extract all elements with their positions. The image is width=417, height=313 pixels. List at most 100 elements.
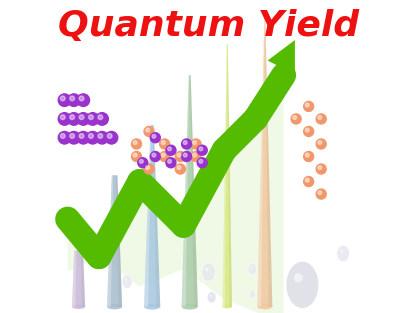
Circle shape <box>79 96 84 101</box>
Circle shape <box>77 113 90 125</box>
Circle shape <box>168 159 171 163</box>
Circle shape <box>316 164 326 174</box>
Ellipse shape <box>144 304 160 310</box>
Circle shape <box>88 115 93 120</box>
Circle shape <box>181 151 191 162</box>
Circle shape <box>70 115 75 120</box>
Ellipse shape <box>209 295 212 297</box>
Circle shape <box>160 139 170 149</box>
Circle shape <box>304 101 314 111</box>
Circle shape <box>68 131 80 144</box>
Circle shape <box>88 134 93 138</box>
Polygon shape <box>116 175 122 307</box>
Circle shape <box>316 189 326 199</box>
Polygon shape <box>223 44 227 307</box>
Circle shape <box>86 131 99 144</box>
Circle shape <box>199 159 203 163</box>
Circle shape <box>305 178 309 182</box>
Circle shape <box>86 113 99 125</box>
Circle shape <box>58 94 71 106</box>
Ellipse shape <box>201 263 216 282</box>
Polygon shape <box>144 125 160 307</box>
Polygon shape <box>183 150 224 299</box>
Circle shape <box>133 153 137 157</box>
Circle shape <box>146 166 150 170</box>
Circle shape <box>304 151 314 162</box>
Ellipse shape <box>207 292 216 303</box>
Circle shape <box>161 153 165 157</box>
Circle shape <box>305 153 309 157</box>
Circle shape <box>60 115 65 120</box>
Text: Quantum Yield: Quantum Yield <box>58 9 359 44</box>
Polygon shape <box>107 175 113 307</box>
Ellipse shape <box>205 268 208 271</box>
Circle shape <box>316 114 326 124</box>
Circle shape <box>58 131 71 144</box>
Polygon shape <box>144 125 151 307</box>
Circle shape <box>304 177 314 187</box>
Polygon shape <box>257 13 272 307</box>
Circle shape <box>133 141 137 145</box>
Polygon shape <box>181 75 189 307</box>
Circle shape <box>150 133 160 143</box>
Circle shape <box>191 139 201 149</box>
Circle shape <box>183 141 187 145</box>
Ellipse shape <box>294 273 303 282</box>
Ellipse shape <box>181 304 198 310</box>
Circle shape <box>293 115 296 120</box>
Polygon shape <box>265 13 272 307</box>
Circle shape <box>96 131 108 144</box>
Ellipse shape <box>122 275 132 289</box>
Circle shape <box>131 151 141 162</box>
Circle shape <box>291 114 301 124</box>
Circle shape <box>107 134 112 138</box>
Circle shape <box>305 103 309 107</box>
Polygon shape <box>99 182 140 287</box>
Circle shape <box>60 134 65 138</box>
Circle shape <box>316 139 326 149</box>
Circle shape <box>197 145 207 155</box>
Circle shape <box>60 96 65 101</box>
Ellipse shape <box>223 305 232 308</box>
Polygon shape <box>107 175 122 307</box>
Circle shape <box>305 128 309 132</box>
Polygon shape <box>223 44 232 307</box>
Circle shape <box>70 96 75 101</box>
Circle shape <box>77 94 90 106</box>
Polygon shape <box>81 250 85 307</box>
Circle shape <box>98 115 103 120</box>
Ellipse shape <box>125 278 127 281</box>
Circle shape <box>68 113 80 125</box>
Circle shape <box>197 158 207 168</box>
Polygon shape <box>181 75 198 307</box>
Ellipse shape <box>248 264 257 275</box>
Circle shape <box>166 158 176 168</box>
Polygon shape <box>256 75 284 313</box>
Polygon shape <box>72 250 76 307</box>
Circle shape <box>138 158 148 168</box>
Circle shape <box>318 166 322 170</box>
Circle shape <box>152 134 156 138</box>
Circle shape <box>98 134 103 138</box>
Ellipse shape <box>251 292 252 294</box>
Ellipse shape <box>257 304 272 309</box>
Circle shape <box>161 141 165 145</box>
Polygon shape <box>140 182 183 287</box>
Polygon shape <box>190 75 198 307</box>
Polygon shape <box>68 219 99 272</box>
Ellipse shape <box>286 261 319 308</box>
Circle shape <box>166 145 176 155</box>
Polygon shape <box>228 44 232 307</box>
Ellipse shape <box>249 290 256 298</box>
Circle shape <box>105 131 118 144</box>
Circle shape <box>183 153 187 157</box>
Circle shape <box>175 164 185 174</box>
Circle shape <box>152 153 156 157</box>
Circle shape <box>191 151 201 162</box>
Circle shape <box>318 141 322 145</box>
Circle shape <box>318 191 322 195</box>
Ellipse shape <box>340 249 343 253</box>
Circle shape <box>199 147 203 151</box>
Ellipse shape <box>107 304 122 309</box>
Ellipse shape <box>250 266 252 269</box>
